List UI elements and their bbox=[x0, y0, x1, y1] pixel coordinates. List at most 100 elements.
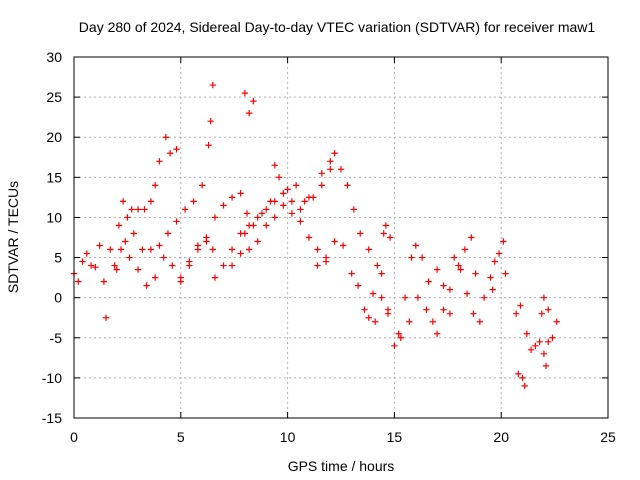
x-tick-label: 25 bbox=[600, 429, 616, 445]
data-point bbox=[156, 242, 163, 249]
data-point bbox=[263, 222, 270, 229]
x-tick-label: 15 bbox=[387, 429, 403, 445]
y-tick-label: 5 bbox=[54, 250, 62, 266]
data-point bbox=[124, 214, 131, 221]
data-point bbox=[553, 318, 560, 325]
data-point bbox=[263, 206, 270, 213]
chart-title: Day 280 of 2024, Sidereal Day-to-day VTE… bbox=[79, 19, 596, 35]
data-point bbox=[371, 318, 379, 325]
data-point bbox=[271, 214, 278, 221]
grid bbox=[74, 57, 608, 418]
data-point bbox=[339, 242, 347, 249]
data-point bbox=[386, 234, 394, 241]
data-point bbox=[209, 81, 217, 89]
data-point bbox=[369, 290, 377, 297]
data-point bbox=[523, 330, 531, 337]
data-point bbox=[414, 294, 422, 301]
data-point bbox=[350, 206, 358, 213]
data-point bbox=[374, 262, 381, 269]
data-point bbox=[314, 246, 321, 253]
data-point bbox=[96, 242, 103, 249]
x-tick-label: 10 bbox=[280, 429, 296, 445]
data-point bbox=[461, 246, 469, 253]
data-point bbox=[487, 274, 494, 281]
data-point bbox=[446, 286, 454, 293]
data-point bbox=[451, 254, 458, 261]
data-point bbox=[220, 262, 227, 269]
data-point bbox=[519, 374, 526, 382]
data-point bbox=[472, 270, 479, 277]
data-point bbox=[228, 262, 236, 269]
data-point bbox=[515, 370, 522, 378]
data-point bbox=[100, 278, 108, 285]
data-point bbox=[489, 286, 496, 293]
data-point bbox=[433, 330, 441, 337]
data-point bbox=[354, 282, 362, 289]
data-point bbox=[440, 282, 447, 289]
data-point bbox=[205, 142, 212, 149]
data-point bbox=[532, 342, 539, 349]
y-tick-label: 0 bbox=[54, 290, 62, 306]
data-point bbox=[337, 166, 345, 173]
data-point bbox=[211, 214, 219, 221]
x-tick-label: 5 bbox=[177, 429, 185, 445]
data-point bbox=[327, 158, 334, 165]
data-point bbox=[228, 194, 236, 201]
data-point bbox=[211, 274, 219, 281]
data-point bbox=[425, 278, 432, 285]
data-point bbox=[134, 206, 142, 213]
data-point bbox=[143, 282, 150, 289]
data-point bbox=[318, 170, 325, 177]
y-tick-label: -10 bbox=[42, 370, 62, 386]
data-point bbox=[141, 206, 148, 213]
data-point bbox=[258, 210, 266, 217]
data-point bbox=[164, 230, 172, 237]
data-point bbox=[440, 306, 447, 313]
data-point bbox=[446, 310, 454, 317]
data-point bbox=[203, 234, 210, 241]
data-point bbox=[173, 146, 180, 153]
data-point bbox=[87, 262, 95, 269]
data-point bbox=[357, 230, 364, 237]
data-points bbox=[70, 81, 560, 390]
data-point bbox=[139, 246, 146, 253]
data-point bbox=[151, 274, 159, 281]
data-point bbox=[301, 198, 308, 205]
data-point bbox=[310, 194, 317, 201]
data-point bbox=[468, 234, 475, 241]
data-point bbox=[491, 258, 498, 265]
y-tick-label: -15 bbox=[42, 410, 62, 426]
data-point bbox=[237, 250, 244, 257]
data-point bbox=[378, 270, 385, 277]
data-point bbox=[549, 334, 556, 341]
y-tick-label: 30 bbox=[46, 49, 62, 65]
data-point bbox=[401, 294, 409, 301]
data-point bbox=[480, 294, 488, 301]
data-point bbox=[288, 198, 296, 205]
data-point bbox=[156, 158, 163, 165]
y-tick-label: 20 bbox=[46, 129, 62, 145]
y-tick-label: -5 bbox=[50, 330, 63, 346]
data-point bbox=[102, 314, 110, 321]
data-point bbox=[254, 238, 261, 245]
data-point bbox=[194, 242, 202, 249]
data-point bbox=[111, 262, 118, 269]
data-point bbox=[397, 334, 405, 341]
data-point bbox=[107, 246, 114, 253]
data-point bbox=[220, 202, 227, 209]
y-tick-label: 25 bbox=[46, 89, 62, 105]
data-point bbox=[344, 182, 351, 189]
data-point bbox=[177, 274, 184, 281]
data-point bbox=[297, 218, 304, 225]
data-point bbox=[288, 210, 296, 217]
data-point bbox=[331, 238, 338, 245]
y-axis-label: SDTVAR / TECUs bbox=[5, 181, 21, 293]
data-point bbox=[245, 109, 253, 117]
data-point bbox=[391, 342, 398, 349]
data-point bbox=[463, 290, 471, 297]
data-point bbox=[318, 182, 325, 189]
data-point bbox=[305, 234, 313, 241]
data-point bbox=[79, 258, 86, 265]
data-point bbox=[384, 310, 392, 317]
data-point bbox=[284, 186, 291, 193]
